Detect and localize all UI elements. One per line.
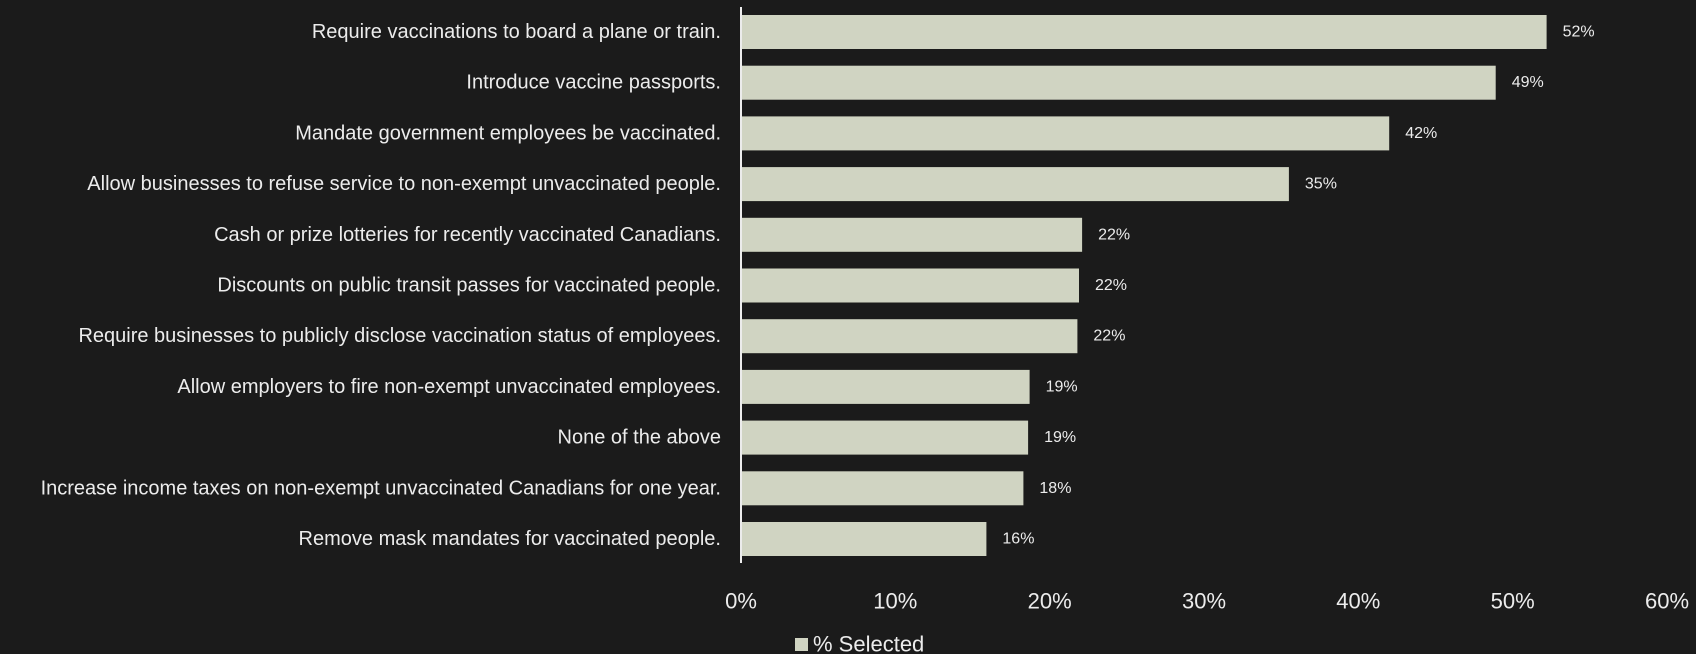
category-label: Allow businesses to refuse service to no… <box>87 173 721 195</box>
x-tick-label: 10% <box>873 589 917 614</box>
value-label: 19% <box>1044 429 1076 446</box>
bar <box>741 116 1390 151</box>
x-tick-label: 60% <box>1645 589 1689 614</box>
value-label: 19% <box>1046 378 1078 395</box>
value-label: 42% <box>1405 125 1437 142</box>
value-label: 22% <box>1098 226 1130 243</box>
x-axis-tick-labels: 0% 10% 20% 30% 40% 50% 60% <box>725 589 1689 614</box>
category-label: Cash or prize lotteries for recently vac… <box>214 224 721 246</box>
bar <box>741 268 1079 303</box>
category-label: Increase income taxes on non-exempt unva… <box>41 477 721 499</box>
x-tick-label: 30% <box>1182 589 1226 614</box>
bar <box>741 65 1496 100</box>
category-label: Allow employers to fire non-exempt unvac… <box>177 376 721 398</box>
category-label: Discounts on public transit passes for v… <box>217 275 721 297</box>
value-label: 52% <box>1563 24 1595 41</box>
bars-layer <box>741 15 1547 556</box>
category-label: Require vaccinations to board a plane or… <box>312 21 721 43</box>
x-tick-label: 20% <box>1028 589 1072 614</box>
legend-swatch <box>795 638 808 651</box>
bar <box>741 369 1030 404</box>
category-label: Require businesses to publicly disclose … <box>78 325 721 347</box>
value-label: 22% <box>1095 277 1127 294</box>
bar <box>741 15 1547 49</box>
category-labels: Require vaccinations to board a plane or… <box>41 21 721 550</box>
x-tick-label: 0% <box>725 589 757 614</box>
category-label: Remove mask mandates for vaccinated peop… <box>299 528 721 550</box>
bar <box>741 420 1029 455</box>
value-label: 18% <box>1039 480 1071 497</box>
value-label: 22% <box>1093 328 1125 345</box>
bar <box>741 167 1289 202</box>
value-labels: 52% 49% 42% 35% 22% 22% 22% 19% 19% 18% 16% <box>1002 24 1594 548</box>
bar <box>741 217 1083 252</box>
category-label: Introduce vaccine passports. <box>466 72 721 94</box>
value-label: 35% <box>1305 176 1337 193</box>
bar <box>741 319 1078 354</box>
category-label: Mandate government employees be vaccinat… <box>295 122 721 144</box>
value-label: 16% <box>1002 531 1034 548</box>
x-tick-label: 40% <box>1336 589 1380 614</box>
category-label: None of the above <box>558 427 721 449</box>
bar <box>741 522 987 556</box>
legend: % Selected <box>795 632 924 654</box>
x-tick-label: 50% <box>1491 589 1535 614</box>
value-label: 49% <box>1512 74 1544 91</box>
bar <box>741 471 1024 506</box>
legend-label: % Selected <box>813 632 924 654</box>
